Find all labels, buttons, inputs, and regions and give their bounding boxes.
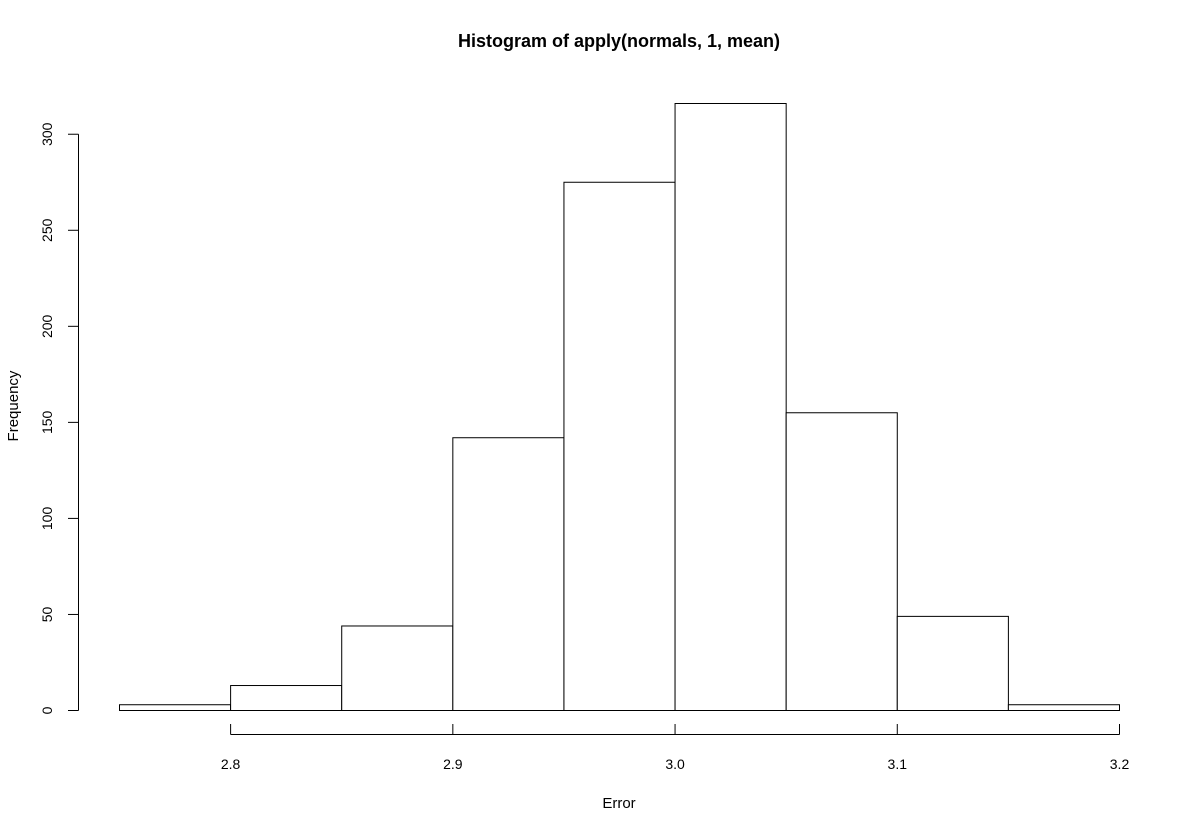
y-tick-label: 150 bbox=[39, 410, 55, 434]
histogram-bar-9 bbox=[1007, 704, 1121, 712]
y-tick-label: 50 bbox=[39, 606, 55, 622]
y-axis: 0 50 100 150 200 250 300 bbox=[39, 122, 79, 714]
histogram-bar-4 bbox=[452, 437, 565, 711]
histogram-bar-8 bbox=[896, 615, 1009, 712]
y-axis-label: Frequency bbox=[5, 370, 22, 441]
histogram-bar-6 bbox=[674, 103, 787, 711]
histogram-bar-5 bbox=[563, 181, 676, 711]
x-tick-label: 2.8 bbox=[221, 756, 241, 772]
chart-title: Histogram of apply(normals, 1, mean) bbox=[458, 31, 780, 51]
x-tick-label: 3.0 bbox=[665, 756, 685, 772]
histogram-bars bbox=[119, 103, 1121, 712]
histogram-bar-1 bbox=[119, 704, 232, 712]
y-tick-label: 250 bbox=[39, 218, 55, 242]
histogram-bar-7 bbox=[785, 412, 898, 711]
histogram-bar-2 bbox=[230, 685, 343, 712]
x-tick-label: 3.2 bbox=[1110, 756, 1130, 772]
x-tick-label: 3.1 bbox=[888, 756, 908, 772]
y-tick-label: 0 bbox=[39, 706, 55, 714]
histogram-bar-3 bbox=[341, 625, 454, 712]
x-axis-label: Error bbox=[602, 795, 635, 812]
y-tick-label: 300 bbox=[39, 122, 55, 146]
y-tick-label: 200 bbox=[39, 314, 55, 338]
x-axis: 2.8 2.9 3.0 3.1 3.2 bbox=[221, 724, 1130, 772]
x-tick-label: 2.9 bbox=[443, 756, 463, 772]
y-tick-label: 100 bbox=[39, 507, 55, 531]
